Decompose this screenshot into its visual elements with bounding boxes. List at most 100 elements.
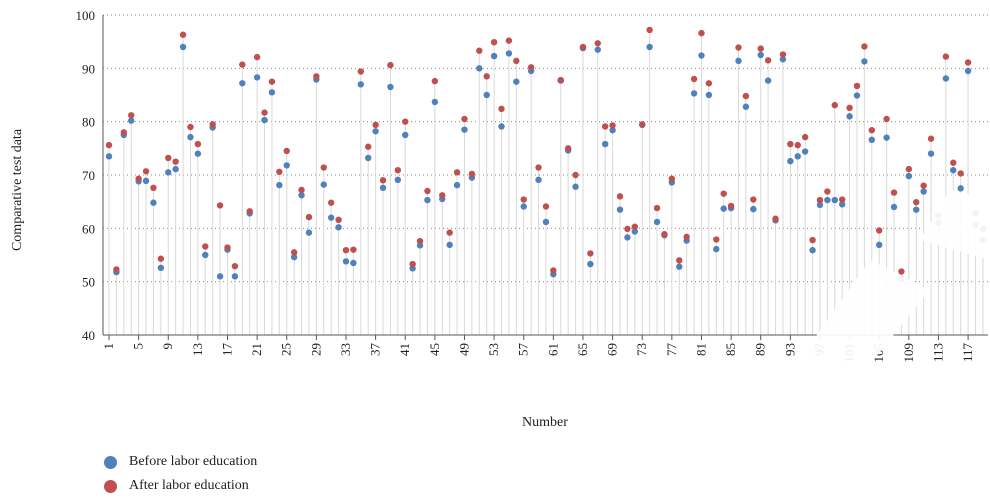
before-point	[187, 133, 194, 141]
before-point	[572, 183, 579, 190]
after-point	[964, 59, 972, 66]
after-point	[942, 53, 950, 60]
after-point	[261, 109, 268, 116]
before-point	[676, 263, 683, 270]
before-point	[179, 43, 187, 51]
after-point	[128, 112, 135, 119]
x-tick-label: 101	[842, 343, 857, 363]
after-point	[913, 199, 920, 206]
before-point	[868, 136, 876, 143]
before-point	[268, 89, 276, 96]
after-point	[935, 212, 942, 219]
after-point	[609, 122, 616, 129]
before-point	[750, 205, 757, 213]
before-point	[142, 177, 150, 185]
after-point	[957, 170, 964, 177]
before-point	[239, 80, 246, 87]
legend: Before labor education After labor educa…	[104, 450, 257, 498]
after-point	[365, 143, 372, 150]
before-point	[253, 74, 261, 81]
after-point	[402, 118, 409, 125]
x-tick-label: 65	[575, 343, 590, 356]
after-point	[838, 196, 846, 203]
x-tick-label: 41	[397, 343, 412, 356]
x-tick-label: 109	[901, 343, 916, 363]
after-point	[113, 266, 120, 273]
after-point	[120, 129, 128, 136]
after-point	[653, 204, 661, 212]
after-point	[209, 121, 216, 128]
y-tick-label: 100	[76, 8, 96, 23]
after-point	[668, 175, 676, 182]
before-point	[283, 162, 290, 169]
before-point	[942, 75, 950, 82]
after-point	[179, 31, 187, 38]
after-point	[476, 47, 483, 54]
before-point	[357, 81, 364, 88]
after-point	[720, 190, 727, 197]
legend-marker-before	[104, 455, 117, 469]
after-point	[861, 43, 868, 50]
before-point	[335, 224, 342, 231]
before-point	[816, 201, 824, 209]
before-point	[365, 154, 372, 162]
before-point	[720, 205, 727, 212]
before-point	[490, 52, 498, 60]
after-point	[601, 123, 609, 130]
before-point	[616, 206, 624, 213]
after-point	[883, 115, 890, 123]
after-point	[787, 140, 794, 148]
x-tick-label: 93	[782, 343, 797, 356]
after-point	[801, 133, 809, 141]
after-point	[535, 164, 542, 171]
after-point	[216, 202, 224, 209]
after-point	[920, 182, 927, 189]
before-point	[742, 103, 750, 110]
after-point	[320, 164, 327, 171]
after-point	[357, 68, 364, 75]
after-point	[253, 53, 261, 61]
before-point	[957, 185, 964, 192]
before-point	[757, 51, 764, 59]
after-point	[794, 141, 801, 149]
after-point	[557, 76, 564, 84]
after-point	[831, 101, 838, 109]
before-point	[601, 140, 609, 148]
before-point	[394, 176, 402, 183]
before-point	[498, 123, 505, 130]
x-tick-label: 105	[871, 343, 886, 363]
x-tick-label: 81	[693, 343, 708, 356]
after-point	[764, 57, 772, 64]
after-point	[239, 61, 246, 68]
after-point	[972, 210, 979, 217]
before-point	[905, 172, 913, 180]
after-point	[676, 257, 683, 264]
before-point	[305, 229, 313, 236]
before-point	[342, 258, 350, 265]
before-point	[165, 169, 172, 176]
after-point	[298, 186, 305, 194]
after-point	[150, 184, 157, 191]
after-point	[157, 255, 165, 262]
x-tick-label: 57	[516, 343, 531, 357]
before-point	[979, 236, 987, 244]
after-point	[224, 244, 231, 251]
after-point	[727, 202, 735, 210]
before-point	[794, 153, 801, 160]
data-points	[105, 26, 987, 283]
before-point	[735, 57, 742, 65]
before-point	[372, 128, 379, 135]
before-point	[698, 52, 705, 59]
before-point	[838, 201, 846, 208]
x-tick-label: 97	[812, 343, 827, 357]
before-point	[424, 196, 431, 204]
x-tick-label: 29	[308, 343, 323, 356]
after-point	[683, 233, 690, 241]
before-point	[594, 46, 601, 53]
after-point	[394, 167, 402, 174]
before-point	[290, 253, 298, 261]
y-tick-label: 50	[82, 275, 95, 290]
before-point	[913, 206, 920, 213]
after-point	[646, 26, 653, 34]
